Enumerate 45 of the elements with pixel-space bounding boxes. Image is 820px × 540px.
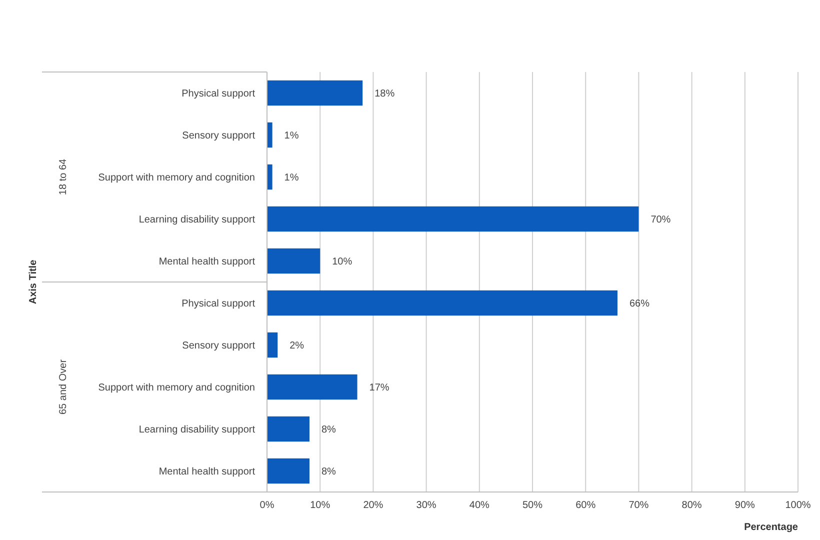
bar <box>267 206 639 232</box>
text: 65 and Over <box>58 358 69 415</box>
x-tick-label: 0% <box>260 500 274 511</box>
data-label: 18% <box>374 88 395 100</box>
y-tick-label: Learning disability support <box>138 214 256 226</box>
bar <box>267 290 618 316</box>
y-tick-label: Support with memory and cognition <box>98 172 255 184</box>
data-label: 1% <box>284 130 299 142</box>
y-tick-label: Physical support <box>182 88 256 100</box>
data-label: 66% <box>629 298 650 310</box>
x-tick-label: 50% <box>522 500 543 511</box>
data-label: 70% <box>650 214 671 226</box>
x-tick-label: 10% <box>310 500 330 511</box>
data-label: 10% <box>332 256 352 268</box>
bar <box>267 416 310 442</box>
y-tick-label: Support with memory and cognition <box>98 382 255 394</box>
y-tick-label: Sensory support <box>182 130 256 142</box>
data-label: 8% <box>321 424 336 436</box>
y-tick-label: Physical support <box>182 298 256 310</box>
x-tick-label: 20% <box>363 500 384 511</box>
text: 18 to 64 <box>58 158 69 196</box>
bar <box>267 122 272 148</box>
data-label: 1% <box>284 172 299 184</box>
data-label: 2% <box>290 340 304 352</box>
x-tick-label: 100% <box>785 500 811 511</box>
y-tick-label: Learning disability support <box>138 424 256 436</box>
data-label: 8% <box>321 466 336 478</box>
bar <box>267 164 272 190</box>
x-tick-label: 60% <box>576 500 596 511</box>
bar <box>267 458 310 484</box>
x-tick-label: 30% <box>416 500 436 511</box>
x-tick-label: 80% <box>682 500 702 511</box>
bar <box>267 374 358 400</box>
x-tick-label: 90% <box>734 500 756 511</box>
x-axis-title: Percentage <box>744 522 798 533</box>
y-tick-label: Mental health support <box>158 466 256 478</box>
bar <box>267 332 278 358</box>
x-tick-label: 70% <box>628 500 649 511</box>
y-tick-label: Sensory support <box>182 340 256 352</box>
y-tick-label: Mental health support <box>158 256 256 268</box>
x-tick-label: 40% <box>469 500 490 511</box>
bar <box>267 248 320 274</box>
text: Axis Title <box>28 259 39 304</box>
bar <box>267 80 363 106</box>
data-label: 17% <box>369 382 390 394</box>
